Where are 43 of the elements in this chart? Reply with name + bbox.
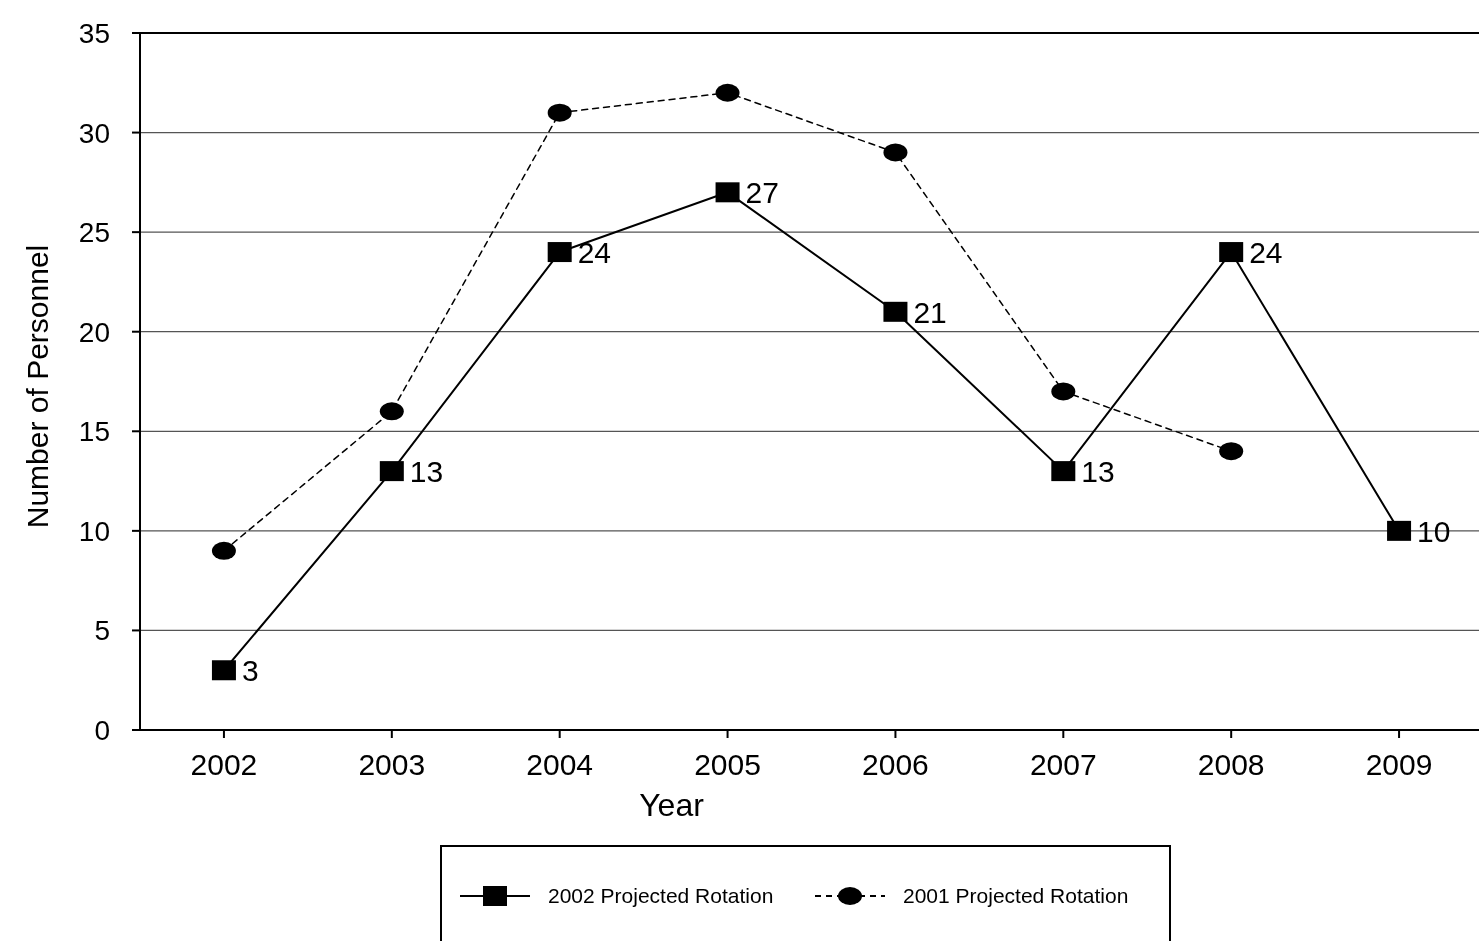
y-tick-label: 10 <box>78 515 110 547</box>
y-tick-label: 25 <box>78 217 110 249</box>
point <box>211 660 236 681</box>
x-axis-title: Year <box>639 787 705 823</box>
legend-label: 2002 Projected Rotation <box>548 884 774 907</box>
data-label: 24 <box>577 236 612 270</box>
point <box>883 143 908 162</box>
y-tick-label: 15 <box>78 416 110 448</box>
data-label: 24 <box>1249 236 1283 270</box>
point <box>715 182 740 203</box>
point <box>1219 442 1244 461</box>
x-tick-label: 2008 <box>1197 748 1265 781</box>
x-tick-label: 2002 <box>190 748 258 781</box>
y-tick-label: 35 <box>78 18 110 49</box>
point <box>547 103 572 122</box>
y-tick-label: 0 <box>94 715 110 746</box>
y-tick-label: 20 <box>78 316 110 348</box>
x-tick-label: 2004 <box>526 748 594 781</box>
point <box>211 541 236 560</box>
point <box>379 402 404 421</box>
point <box>1051 382 1076 401</box>
data-label: 13 <box>1081 455 1115 489</box>
data-label: 3 <box>241 654 259 688</box>
point <box>1219 242 1244 263</box>
point <box>379 461 404 482</box>
point <box>715 83 740 102</box>
data-label: 13 <box>409 455 444 489</box>
data-label: 21 <box>913 295 947 329</box>
y-tick-label: 5 <box>94 615 110 647</box>
data-label: 10 <box>1417 514 1451 548</box>
x-tick-label: 2003 <box>358 748 426 781</box>
data-label: 27 <box>745 176 779 210</box>
legend-label: 2001 Projected Rotation <box>903 884 1129 907</box>
y-axis-title: Number of Personnel <box>21 244 54 529</box>
point <box>1051 461 1076 482</box>
x-tick-label: 2005 <box>694 748 761 781</box>
point <box>1387 520 1412 541</box>
x-tick-label: 2006 <box>862 748 929 781</box>
x-tick-label: 2009 <box>1365 748 1433 781</box>
point <box>883 301 908 322</box>
y-tick-label: 30 <box>78 117 110 149</box>
x-tick-label: 2007 <box>1029 748 1097 781</box>
point <box>547 242 572 263</box>
